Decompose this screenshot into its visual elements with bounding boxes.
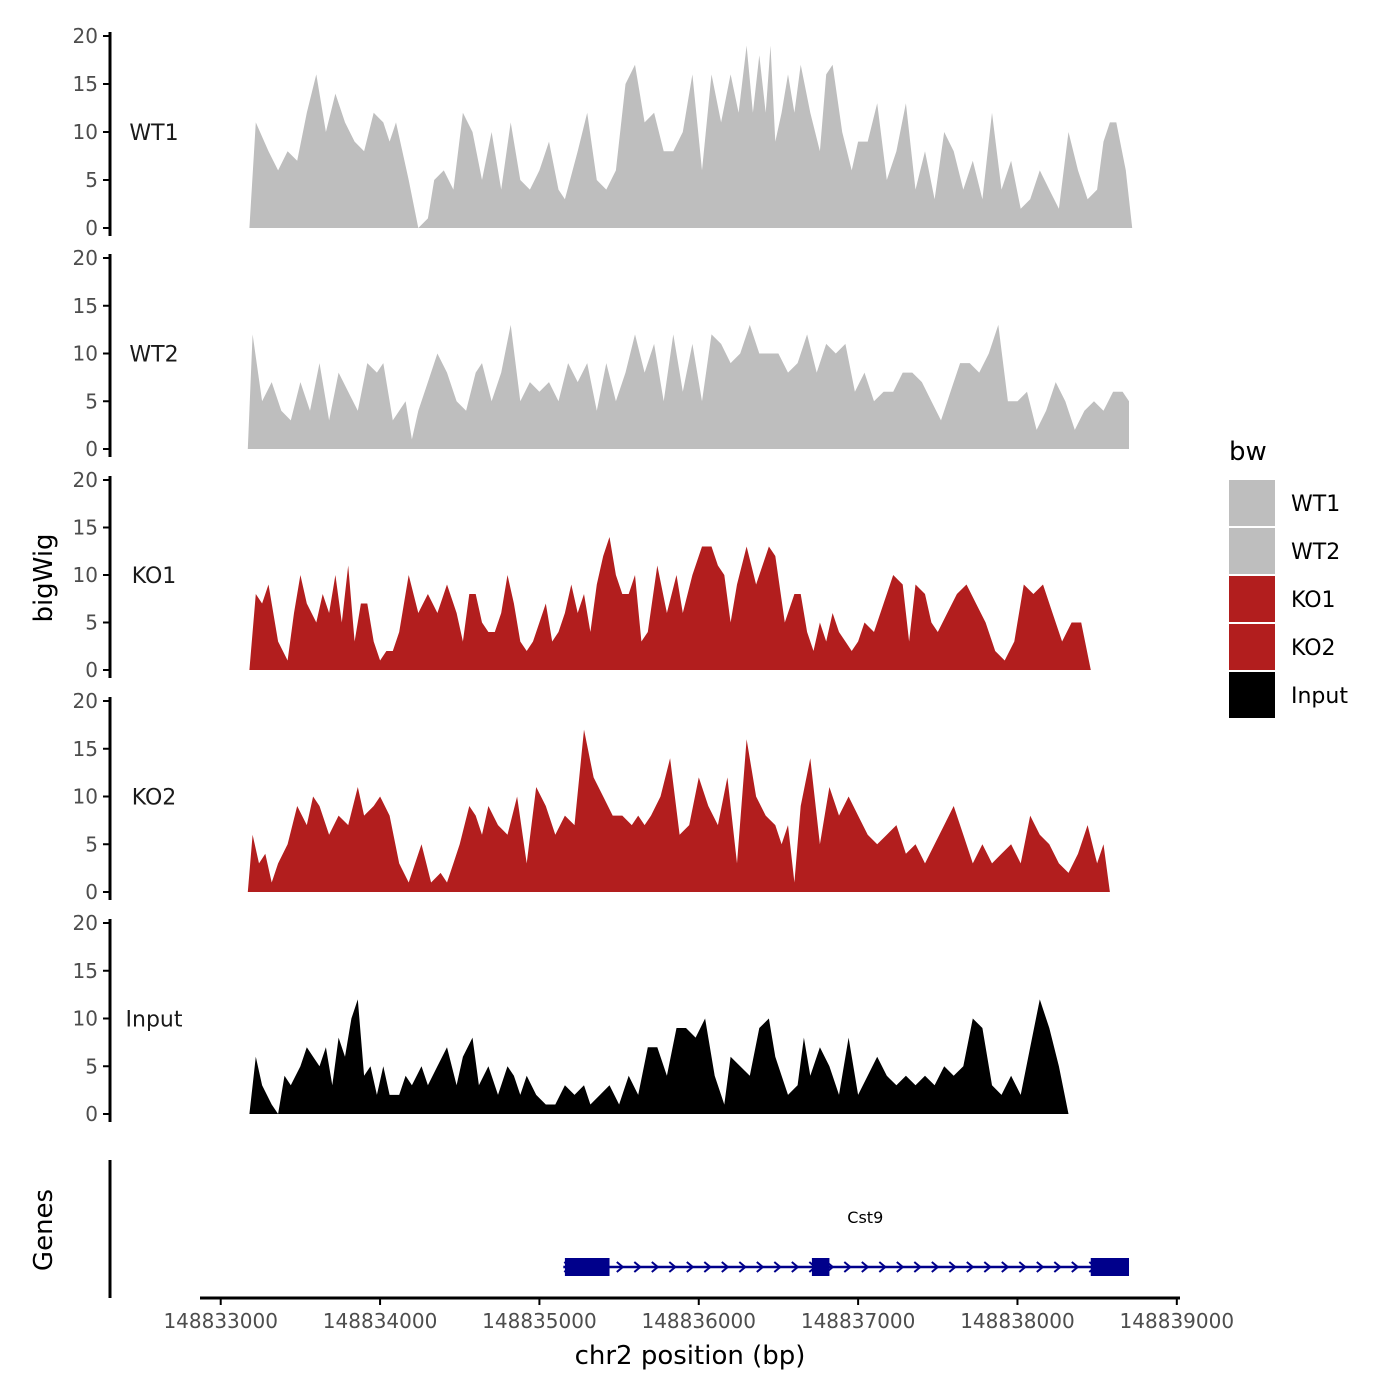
track-label-Input: Input	[126, 1008, 183, 1033]
coverage-area-KO1	[249, 537, 1129, 670]
y-tick-label-Input-15: 15	[73, 959, 98, 983]
legend-title: bw	[1229, 437, 1267, 467]
strand-chevron	[773, 1261, 782, 1273]
coverage-area-WT1	[249, 45, 1133, 228]
strand-chevron	[1053, 1261, 1062, 1273]
track-label-WT2: WT2	[129, 343, 178, 368]
track-Input: 0 5 10 15 20 Input	[73, 911, 1129, 1126]
x-tick-label-148839000: 148839000	[1120, 1309, 1235, 1333]
y-tick-label-WT1-15: 15	[73, 72, 98, 96]
gene-panel: Genes Cst9	[29, 1160, 1130, 1298]
y-tick-label-WT2-15: 15	[73, 294, 98, 318]
legend-label-WT1: WT1	[1291, 492, 1340, 517]
legend-swatch-WT1	[1229, 480, 1275, 526]
track-KO2: 0 5 10 15 20 KO2	[73, 689, 1126, 904]
y-tick-label-Input-10: 10	[73, 1007, 98, 1031]
legend-swatch-WT2	[1229, 528, 1275, 574]
track-label-KO1: KO1	[132, 564, 177, 589]
legend-swatch-Input	[1229, 672, 1275, 718]
track-WT2: 0 5 10 15 20 WT2	[73, 246, 1130, 461]
x-tick-label-148835000: 148835000	[482, 1309, 597, 1333]
strand-chevron	[931, 1261, 940, 1273]
y-tick-label-KO2-15: 15	[73, 737, 98, 761]
y-tick-label-KO2-5: 5	[85, 832, 98, 856]
strand-chevron	[686, 1261, 695, 1273]
strand-chevron	[1018, 1261, 1027, 1273]
x-tick-label-148834000: 148834000	[323, 1309, 438, 1333]
legend: bw WT1 WT2 KO1 KO2 Input	[1229, 437, 1348, 718]
strand-chevron	[703, 1261, 712, 1273]
y-tick-label-WT1-20: 20	[73, 24, 98, 48]
track-KO1: 0 5 10 15 20 KO1	[73, 468, 1129, 682]
strand-chevron	[1001, 1261, 1010, 1273]
y-tick-label-WT2-10: 10	[73, 342, 98, 366]
gene-exon-2	[811, 1258, 830, 1276]
strand-chevron	[913, 1261, 922, 1273]
coverage-area-Input	[249, 999, 1129, 1114]
strand-chevron	[633, 1261, 642, 1273]
track-label-KO2: KO2	[132, 786, 177, 811]
gene-model-cst9	[563, 1258, 1130, 1276]
strand-chevron	[861, 1261, 870, 1273]
x-axis-title: chr2 position (bp)	[575, 1341, 806, 1371]
y-tick-label-WT1-10: 10	[73, 120, 98, 144]
y-axis-title: bigWig	[29, 533, 59, 622]
y-tick-label-KO2-20: 20	[73, 689, 98, 713]
strand-chevron	[721, 1261, 730, 1273]
y-tick-label-KO2-0: 0	[85, 880, 98, 904]
y-tick-label-KO1-0: 0	[85, 658, 98, 682]
x-tick-label-148836000: 148836000	[641, 1309, 756, 1333]
gene-exon-1	[564, 1258, 610, 1276]
legend-swatch-KO2	[1229, 624, 1275, 670]
strand-chevron	[983, 1261, 992, 1273]
y-tick-label-WT1-5: 5	[85, 168, 98, 192]
x-tick-label-148837000: 148837000	[801, 1309, 916, 1333]
y-tick-label-WT1-0: 0	[85, 216, 98, 240]
legend-label-KO2: KO2	[1291, 636, 1336, 661]
y-tick-label-Input-0: 0	[85, 1102, 98, 1126]
coverage-area-KO2	[247, 729, 1126, 892]
coverage-tracks: 0 5 10 15 20 WT1 0 5 10 15 20 WT2 0 5 10 15 20 KO1 0 5 10 15 2…	[73, 24, 1133, 1126]
y-tick-label-WT2-0: 0	[85, 437, 98, 461]
x-tick-label-148838000: 148838000	[960, 1309, 1075, 1333]
strand-chevron	[948, 1261, 957, 1273]
x-axis: 148833000 148834000 148835000 148836000 1488…	[163, 1296, 1235, 1333]
strand-chevron	[668, 1261, 677, 1273]
coverage-area-WT2	[247, 324, 1130, 449]
strand-chevron	[651, 1261, 660, 1273]
strand-chevron	[738, 1261, 747, 1273]
strand-chevron	[1036, 1261, 1045, 1273]
y-tick-label-KO2-10: 10	[73, 785, 98, 809]
y-tick-label-KO1-5: 5	[85, 611, 98, 635]
legend-label-KO1: KO1	[1291, 588, 1336, 613]
strand-chevron	[896, 1261, 905, 1273]
y-tick-label-WT2-20: 20	[73, 246, 98, 270]
strand-chevron	[966, 1261, 975, 1273]
gene-exon-3	[1090, 1258, 1130, 1276]
strand-chevron	[1071, 1261, 1080, 1273]
legend-label-WT2: WT2	[1291, 540, 1340, 565]
legend-label-Input: Input	[1291, 684, 1348, 709]
track-WT1: 0 5 10 15 20 WT1	[73, 24, 1133, 240]
strand-chevron	[616, 1261, 625, 1273]
genes-panel-label: Genes	[29, 1189, 59, 1271]
y-tick-label-Input-20: 20	[73, 911, 98, 935]
strand-chevron	[756, 1261, 765, 1273]
y-tick-label-KO1-15: 15	[73, 516, 98, 540]
strand-chevron	[878, 1261, 887, 1273]
y-tick-label-WT2-5: 5	[85, 389, 98, 413]
track-label-WT1: WT1	[129, 121, 178, 146]
y-tick-label-Input-5: 5	[85, 1054, 98, 1078]
legend-swatch-KO1	[1229, 576, 1275, 622]
strand-chevron	[791, 1261, 800, 1273]
y-tick-label-KO1-10: 10	[73, 563, 98, 587]
gene-name-label: Cst9	[847, 1208, 883, 1227]
strand-chevron	[843, 1261, 852, 1273]
x-tick-label-148833000: 148833000	[163, 1309, 278, 1333]
y-tick-label-KO1-20: 20	[73, 468, 98, 492]
